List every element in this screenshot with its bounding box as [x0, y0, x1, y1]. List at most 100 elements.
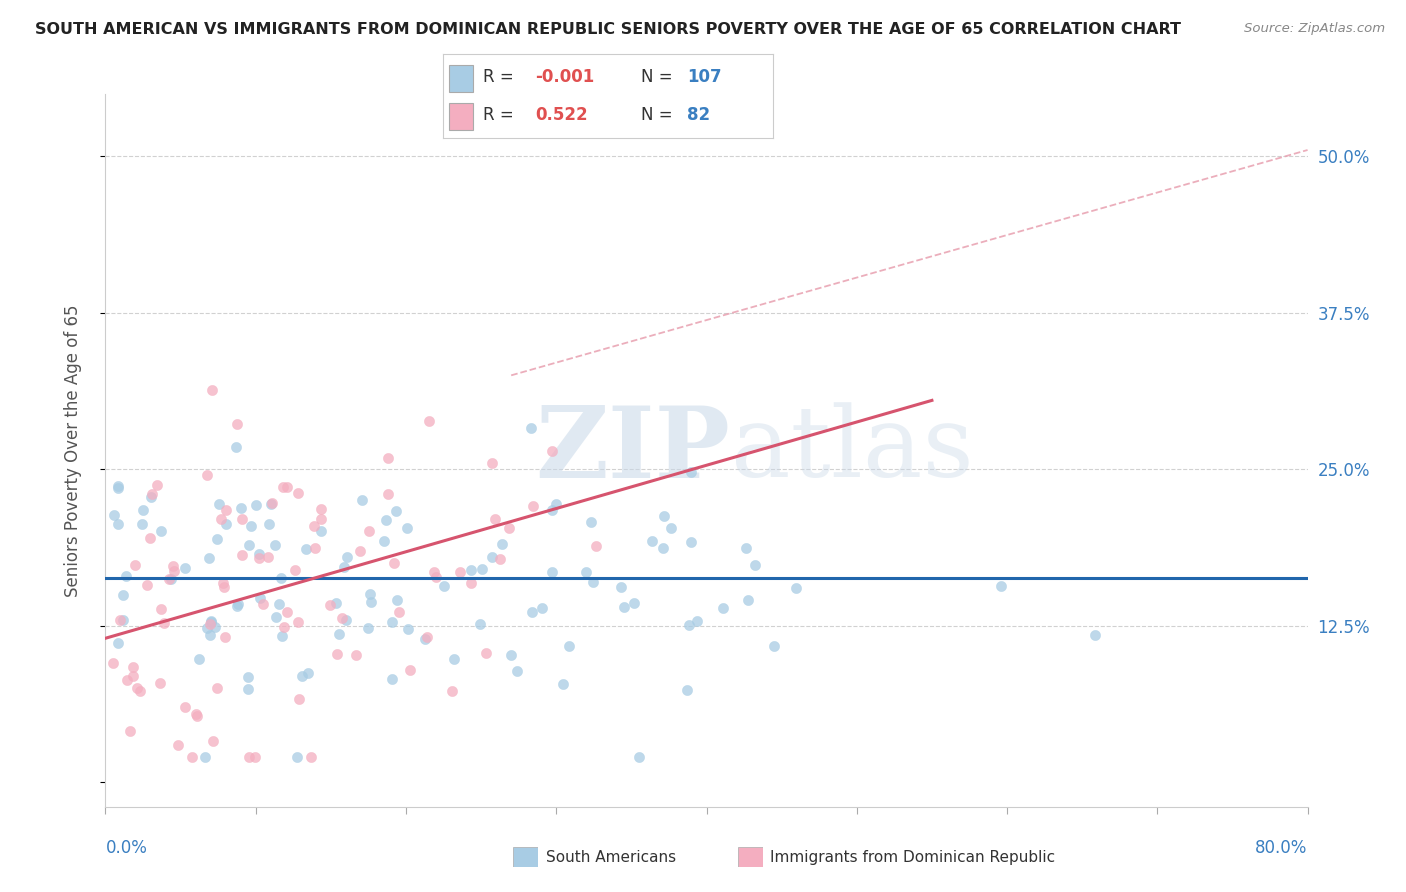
Point [245, 498, 267, 512]
Point [167, 738, 190, 752]
Point [209, 512, 232, 526]
Point [132, 502, 155, 516]
Point [107, 481, 129, 495]
Point [267, 597, 290, 611]
Text: Source: ZipAtlas.com: Source: ZipAtlas.com [1244, 22, 1385, 36]
Point [330, 611, 353, 625]
Point [225, 440, 247, 454]
Point [505, 665, 527, 679]
Point [260, 497, 283, 511]
Text: atlas: atlas [731, 402, 973, 499]
Point [381, 615, 404, 630]
Point [498, 521, 520, 535]
Point [522, 499, 544, 513]
Text: N =: N = [641, 69, 678, 87]
Point [359, 587, 381, 601]
Point [288, 691, 311, 706]
Point [249, 591, 271, 605]
Point [287, 485, 309, 500]
Point [681, 535, 703, 549]
Point [541, 502, 564, 516]
Point [388, 605, 411, 619]
Point [679, 465, 702, 479]
Point [659, 521, 682, 535]
Point [152, 615, 174, 630]
Point [357, 621, 380, 635]
Point [541, 565, 564, 579]
Point [613, 600, 636, 615]
Point [686, 614, 709, 628]
Point [231, 549, 253, 563]
Point [122, 660, 145, 674]
Point [413, 632, 436, 646]
Point [360, 595, 382, 609]
Point [115, 568, 138, 582]
Point [118, 724, 141, 739]
Point [160, 572, 183, 586]
Point [271, 629, 294, 643]
Point [377, 450, 399, 465]
Text: -0.001: -0.001 [536, 69, 595, 87]
Point [212, 576, 235, 591]
Text: SOUTH AMERICAN VS IMMIGRANTS FROM DOMINICAN REPUBLIC SENIORS POVERTY OVER THE AG: SOUTH AMERICAN VS IMMIGRANTS FROM DOMINI… [35, 22, 1181, 37]
Point [302, 519, 325, 533]
Point [200, 617, 222, 632]
Point [488, 552, 510, 566]
Point [194, 750, 217, 764]
Point [149, 524, 172, 538]
Point [382, 556, 405, 570]
Point [416, 630, 439, 644]
Point [735, 541, 758, 555]
Point [212, 580, 235, 594]
Point [276, 605, 298, 619]
Point [484, 511, 506, 525]
Point [291, 669, 314, 683]
Point [785, 581, 807, 595]
Point [304, 541, 326, 555]
Point [309, 524, 332, 539]
Point [299, 750, 322, 764]
Bar [450, 103, 472, 130]
Point [110, 614, 132, 628]
Point [553, 676, 575, 690]
Point [491, 537, 513, 551]
Point [202, 733, 225, 747]
Text: 80.0%: 80.0% [1256, 838, 1308, 856]
Point [711, 600, 734, 615]
Point [377, 487, 399, 501]
Point [271, 479, 294, 493]
Point [544, 497, 567, 511]
Point [623, 596, 645, 610]
Text: ZIP: ZIP [536, 402, 731, 499]
Point [198, 550, 221, 565]
Point [326, 647, 349, 661]
Point [174, 560, 197, 574]
Point [357, 524, 380, 539]
Point [1084, 628, 1107, 642]
Point [396, 622, 419, 636]
Point [309, 512, 332, 526]
Text: R =: R = [482, 106, 524, 124]
Point [557, 640, 579, 654]
Point [200, 614, 222, 628]
Point [112, 588, 135, 602]
Point [145, 478, 167, 492]
Point [270, 571, 292, 585]
Point [198, 628, 221, 642]
Point [990, 579, 1012, 593]
Point [205, 532, 228, 546]
Point [226, 417, 249, 432]
Point [352, 492, 374, 507]
Point [325, 595, 347, 609]
Point [249, 547, 271, 561]
Point [238, 537, 260, 551]
Point [129, 683, 152, 698]
Point [336, 549, 359, 564]
Point [470, 616, 492, 631]
Point [582, 575, 605, 590]
Point [395, 521, 418, 535]
Point [585, 539, 607, 553]
Point [204, 620, 226, 634]
Point [149, 675, 172, 690]
Point [276, 480, 298, 494]
